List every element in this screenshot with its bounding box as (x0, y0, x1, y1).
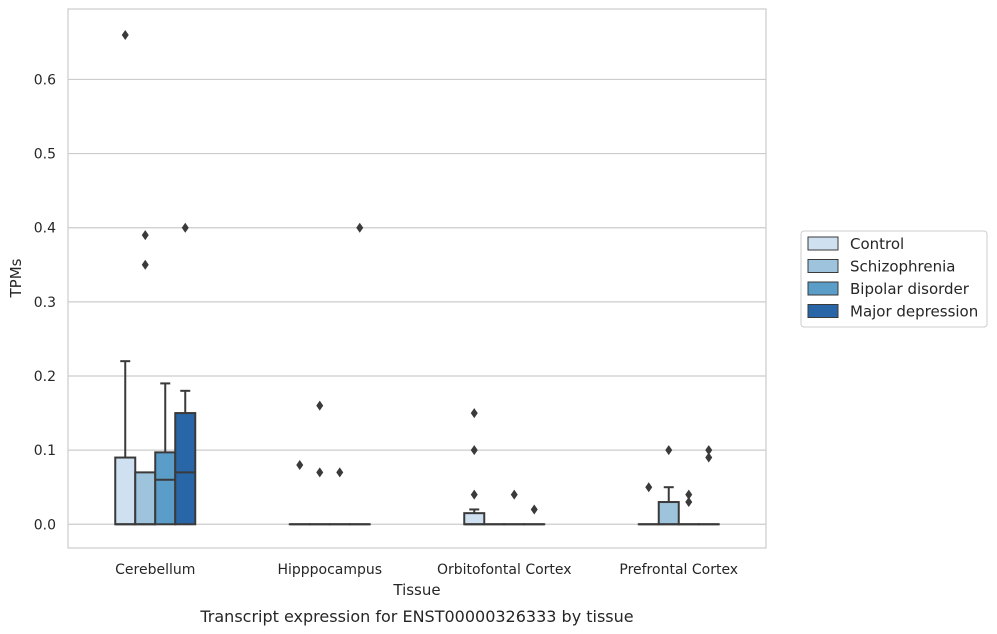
x-tick-label: Hipppocampus (277, 562, 382, 578)
y-tick-label: 0.1 (34, 443, 56, 459)
box (288, 459, 311, 526)
x-tick-label: Cerebellum (115, 562, 195, 578)
legend-swatch (807, 259, 839, 273)
box (308, 400, 331, 526)
legend-swatch (807, 304, 839, 318)
box-groups (114, 29, 720, 526)
category-group (288, 222, 371, 526)
legend-frame (800, 230, 988, 328)
x-tick-label: Orbitofontal Cortex (437, 562, 572, 578)
box-body (657, 501, 680, 526)
legend: Control Schizophrenia Bipolar disorder Majo… (800, 230, 988, 328)
legend-label: Major depression (850, 303, 978, 321)
box (677, 489, 700, 526)
chart-caption: Transcript expression for ENST0000032633… (199, 607, 633, 626)
x-tick-label: Prefrontal Cortex (619, 562, 738, 578)
category-group (114, 29, 197, 526)
outlier-point (530, 504, 538, 515)
outlier-point (470, 445, 478, 456)
y-tick-label: 0.5 (34, 147, 56, 163)
outlier-point (705, 452, 713, 463)
legend-label: Control (850, 235, 904, 253)
y-axis-label: TPMs (7, 258, 25, 298)
outlier-point (141, 259, 149, 270)
category-group (463, 408, 546, 526)
legend-item: Control (807, 235, 904, 253)
box-body (134, 471, 157, 526)
box (174, 222, 197, 526)
y-tick-label: 0.2 (34, 369, 56, 385)
outlier-point (705, 445, 713, 456)
outlier-point (470, 408, 478, 419)
outlier-point (121, 29, 129, 40)
box (503, 489, 526, 526)
legend-swatch (807, 281, 839, 296)
outlier-point (296, 459, 304, 470)
legend-swatch (807, 236, 839, 251)
box (697, 445, 720, 526)
outlier-point (336, 467, 344, 478)
box (523, 504, 546, 526)
outlier-point (665, 445, 673, 456)
outlier-point (470, 489, 478, 500)
plot-frame (67, 8, 767, 549)
outlier-point (181, 222, 189, 233)
x-axis-label: Tissue (392, 581, 440, 599)
outlier-point (645, 482, 653, 493)
box (328, 467, 351, 526)
outlier-point (141, 230, 149, 241)
box (348, 222, 371, 526)
y-axis-ticks: 0.0 0.1 0.2 0.3 0.4 0.5 0.6 (34, 72, 56, 533)
legend-item: Major depression (807, 303, 978, 321)
box-body (174, 412, 197, 526)
box-body (114, 456, 137, 526)
box (134, 230, 157, 526)
outlier-point (510, 489, 518, 500)
category-group (637, 445, 720, 526)
legend-label: Bipolar disorder (850, 280, 970, 298)
box (657, 445, 680, 526)
outlier-point (316, 467, 324, 478)
y-tick-label: 0.4 (34, 221, 56, 237)
box (154, 382, 177, 526)
y-tick-label: 0.6 (34, 72, 56, 88)
box-body (463, 512, 486, 526)
outlier-point (685, 489, 693, 500)
box-body (154, 451, 177, 526)
box (637, 482, 660, 526)
legend-item: Schizophrenia (807, 258, 955, 276)
y-tick-label: 0.0 (34, 517, 56, 533)
box (463, 408, 486, 526)
legend-item: Bipolar disorder (807, 280, 970, 298)
outlier-point (685, 497, 693, 508)
x-axis-ticks: Cerebellum Hipppocampus Orbitofontal Corte… (115, 562, 738, 578)
outlier-point (356, 222, 364, 233)
legend-label: Schizophrenia (850, 258, 955, 276)
y-tick-label: 0.3 (34, 295, 56, 311)
outlier-point (316, 400, 324, 411)
